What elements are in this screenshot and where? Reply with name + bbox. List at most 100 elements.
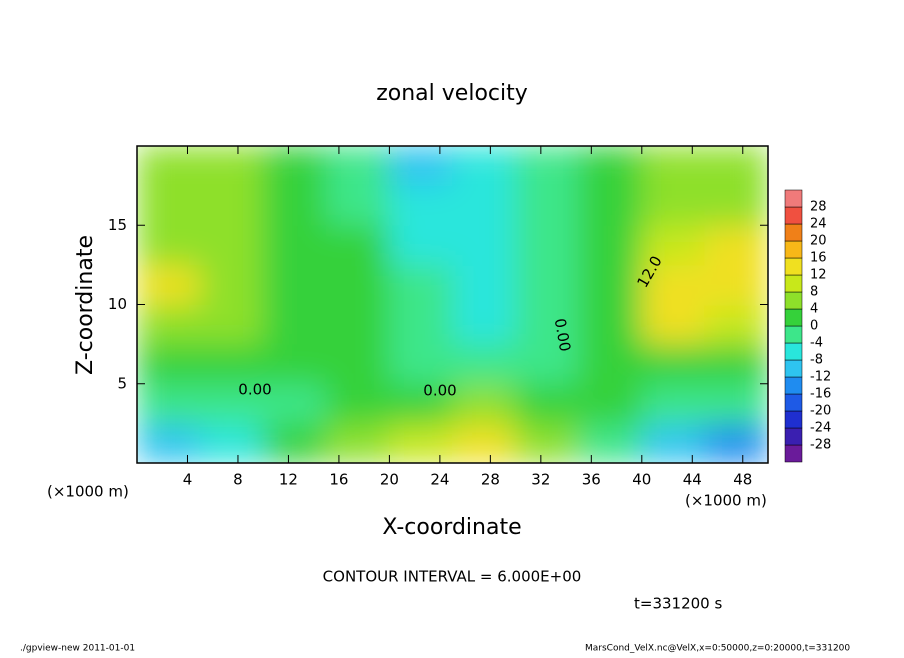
x-axis-label: X-coordinate (382, 515, 521, 540)
field-cell (578, 383, 643, 424)
field-cell (515, 264, 580, 305)
colorbar-label: -12 (810, 370, 831, 385)
time-label: t=331200 s (634, 595, 722, 613)
field-cell (641, 185, 706, 226)
colorbar-box (784, 274, 803, 293)
y-tick-label: 5 (117, 374, 127, 392)
field-cell (325, 185, 390, 226)
field-cell (641, 343, 706, 385)
colorbar-box (784, 308, 803, 327)
field-cell (388, 264, 453, 305)
field-cell (325, 146, 390, 187)
x-tick-label: 16 (329, 471, 348, 489)
field-cell (262, 343, 327, 385)
field-cell (578, 264, 643, 305)
field-cell (325, 422, 390, 463)
field-cell (137, 185, 201, 226)
field-cell (515, 146, 580, 187)
field-cell (452, 422, 517, 463)
x-tick-label: 44 (683, 471, 702, 489)
field-cell (388, 343, 453, 385)
field-cell (578, 146, 643, 187)
field-cell (325, 264, 390, 305)
field-cell (262, 224, 327, 266)
field-cell (641, 224, 706, 266)
field-cell (452, 264, 517, 305)
colorbar-box (784, 410, 803, 429)
field-cell (452, 146, 517, 187)
y-tick-label: 10 (108, 295, 127, 313)
field-cell (137, 304, 201, 345)
contour-interval: CONTOUR INTERVAL = 6.000E+00 (323, 568, 582, 586)
field-cell (388, 224, 453, 266)
field-cell (578, 224, 643, 266)
colorbar-box (784, 223, 803, 242)
field-cell (641, 304, 706, 345)
footer-left: ./gpview-new 2011-01-01 (20, 644, 135, 654)
colorbar-label: 20 (810, 234, 827, 249)
field-cell (325, 343, 390, 385)
field-cell (388, 422, 453, 463)
field-cell (704, 383, 768, 424)
x-unit: (×1000 m) (685, 492, 767, 510)
field-cell (515, 383, 580, 424)
field-cell (199, 264, 264, 305)
x-tick-label: 20 (380, 471, 399, 489)
colorbar-label: -16 (810, 387, 831, 402)
colorbar-label: 8 (810, 285, 818, 300)
colorbar-box (784, 427, 803, 446)
x-tick-label: 48 (733, 471, 752, 489)
field-cell (578, 343, 643, 385)
field-cell (641, 146, 706, 187)
field-cell (199, 224, 264, 266)
field-cell (199, 383, 264, 424)
colorbar-label: -28 (810, 438, 831, 453)
x-unit: (×1000 m) (47, 483, 129, 501)
colorbar-box (784, 444, 803, 463)
colorbar-box (784, 240, 803, 259)
x-tick-label: 36 (582, 471, 601, 489)
x-tick-label: 8 (233, 471, 243, 489)
field-cell (325, 224, 390, 266)
colorbar-label: 16 (810, 251, 827, 266)
field-cell (452, 343, 517, 385)
colorbar-label: -20 (810, 404, 831, 419)
colorbar-box (784, 342, 803, 361)
field-cell (452, 224, 517, 266)
field-cell (641, 383, 706, 424)
colorbar-box (784, 393, 803, 412)
colorbar-box (784, 257, 803, 276)
field-cell (704, 304, 768, 345)
field-cell (452, 185, 517, 226)
contour-label: 0.00 (423, 382, 456, 400)
colorbar-box (784, 359, 803, 378)
field-cell (199, 422, 264, 463)
field-cell (137, 146, 201, 187)
field-cell (515, 422, 580, 463)
field-cell (452, 383, 517, 424)
colorbar-label: 12 (810, 268, 827, 283)
field-cell (704, 343, 768, 385)
x-tick-label: 4 (183, 471, 193, 489)
colorbar-label: -4 (810, 336, 823, 351)
field-cell (137, 264, 201, 305)
x-tick-label: 24 (430, 471, 449, 489)
field-cell (704, 224, 768, 266)
colorbar-label: 0 (810, 319, 818, 334)
field-cell (262, 383, 327, 424)
y-axis-label: Z-coordinate (73, 235, 98, 375)
colorbar-box (784, 189, 803, 208)
colorbar-box (784, 325, 803, 344)
field-cell (704, 422, 768, 463)
colorbar-box (784, 376, 803, 395)
field-cell (388, 185, 453, 226)
field-cell (515, 224, 580, 266)
field-cell (137, 422, 201, 463)
field-cell (262, 264, 327, 305)
contour-label: 0.00 (551, 317, 575, 353)
field (137, 146, 768, 463)
field-cell (199, 146, 264, 187)
field-cell (578, 185, 643, 226)
y-tick-label: 15 (108, 216, 127, 234)
field-cell (388, 146, 453, 187)
